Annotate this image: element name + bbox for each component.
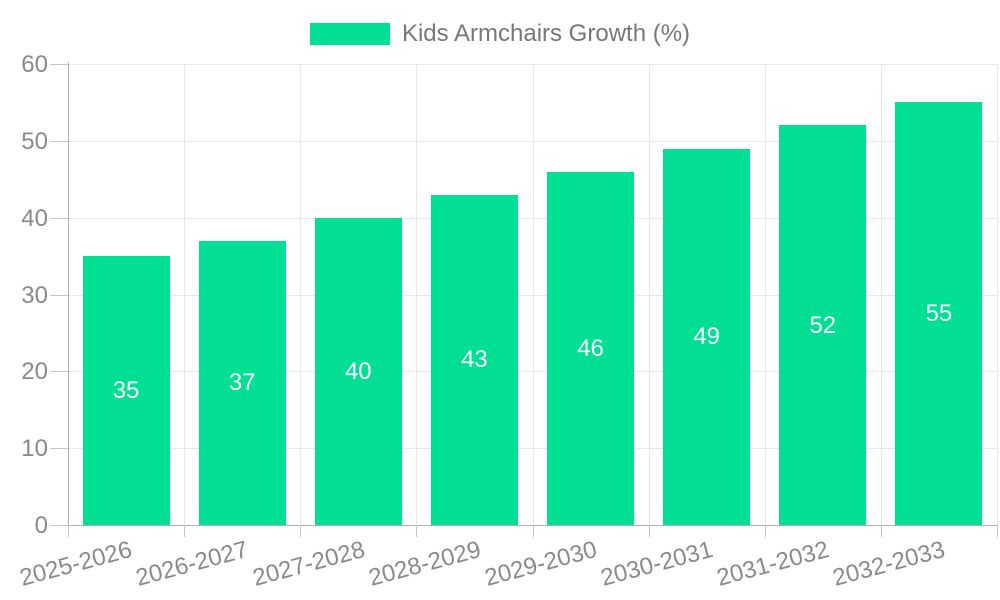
x-tick-label: 2029-2030 <box>481 536 600 592</box>
x-axis-tick <box>997 525 998 537</box>
bar-value-label: 49 <box>693 323 721 351</box>
x-tick-label: 2032-2033 <box>830 536 948 592</box>
h-gridline <box>68 217 997 219</box>
y-tick-label: 0 <box>34 512 48 539</box>
y-axis-tick <box>50 140 68 142</box>
bar-value-label: 35 <box>112 377 140 405</box>
legend-marker-swatch <box>309 23 390 45</box>
bar-value-label: 55 <box>925 300 953 328</box>
x-axis-tick <box>764 525 766 537</box>
bar: 46 <box>547 171 635 525</box>
x-tick-label: 2026-2027 <box>133 536 252 592</box>
x-axis-tick <box>880 525 882 537</box>
x-axis-tick <box>300 525 302 537</box>
y-tick-label: 60 <box>21 51 48 78</box>
x-axis-tick <box>68 525 69 537</box>
bar-value-label: 43 <box>461 346 488 374</box>
y-tick-label: 20 <box>21 358 48 386</box>
h-gridline <box>68 64 997 65</box>
x-tick-label: 2027-2028 <box>249 536 368 592</box>
bar-value-label: 52 <box>809 311 837 339</box>
bar-value-label: 40 <box>344 357 372 385</box>
bar: 35 <box>82 256 170 525</box>
bar-value-label: 37 <box>228 369 256 397</box>
bar: 37 <box>198 240 286 525</box>
y-tick-label: 30 <box>21 281 48 309</box>
y-axis-tick <box>50 371 68 373</box>
x-axis-tick <box>416 525 418 537</box>
y-tick-label: 40 <box>21 204 48 232</box>
y-axis-tick <box>50 448 68 450</box>
h-gridline <box>68 371 997 373</box>
bar-value-label: 46 <box>577 334 604 362</box>
x-tick-label: 2025-2026 <box>17 536 136 592</box>
y-tick-label: 50 <box>21 127 48 155</box>
bar: 49 <box>663 148 751 525</box>
x-axis-tick <box>532 525 534 537</box>
bar: 55 <box>895 102 983 525</box>
h-gridline <box>68 140 997 142</box>
h-gridline <box>68 294 997 296</box>
bar: 52 <box>779 125 867 525</box>
x-tick-label: 2028-2029 <box>365 536 484 592</box>
y-axis-line <box>68 62 69 525</box>
y-axis-tick <box>50 525 68 526</box>
y-axis-tick <box>50 64 68 65</box>
x-tick-label: 2031-2032 <box>713 536 832 592</box>
x-axis-tick <box>648 525 650 537</box>
v-gridline <box>997 64 998 525</box>
legend: Kids Armchairs Growth (%) <box>0 16 1000 52</box>
bar: 40 <box>314 217 402 525</box>
legend-label: Kids Armchairs Growth (%) <box>401 20 691 47</box>
bar: 43 <box>430 194 518 525</box>
x-tick-label: 2030-2031 <box>597 536 716 592</box>
h-gridline <box>68 448 997 450</box>
y-tick-label: 10 <box>21 435 48 463</box>
x-axis-tick <box>184 525 186 537</box>
y-axis-tick <box>50 217 68 219</box>
y-axis-tick <box>50 294 68 296</box>
